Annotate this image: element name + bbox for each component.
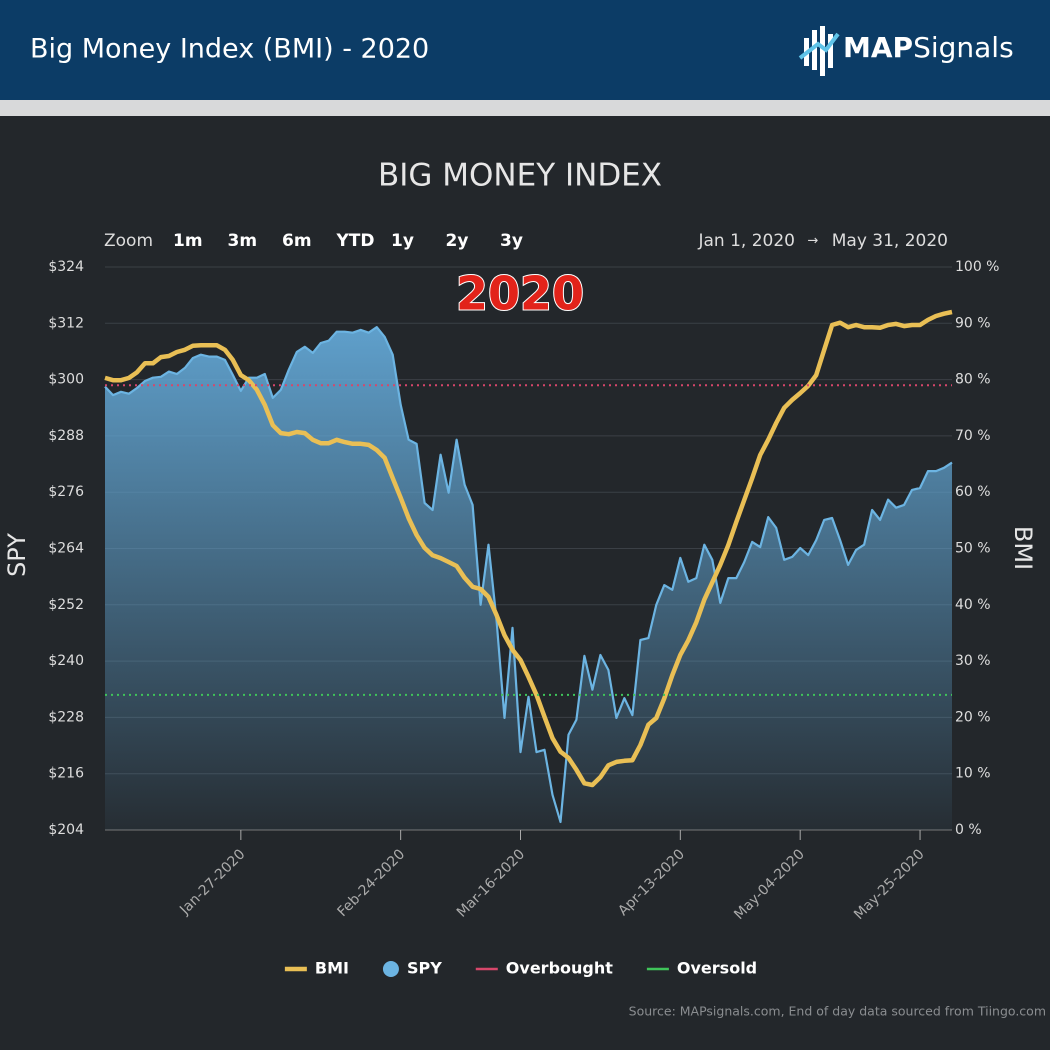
y-tick-label: $204 [48, 822, 84, 838]
range-arrow: → [808, 234, 819, 249]
y2-tick-label: 80 % [955, 372, 991, 388]
y-tick-label: $276 [48, 484, 84, 500]
legend-label[interactable]: Oversold [677, 959, 757, 978]
annotation: 2020 [456, 267, 584, 321]
y-tick-label: $252 [48, 597, 84, 613]
legend-symbol [382, 961, 399, 977]
y-tick-label: $288 [48, 428, 84, 444]
zoom-button[interactable]: 3m [228, 231, 258, 251]
y-tick-label: $228 [48, 709, 84, 725]
y-tick-label: $300 [48, 372, 84, 388]
series-line [104, 326, 953, 824]
legend: BMI SPY Overbought Oversold [284, 959, 757, 978]
series-area [105, 327, 952, 830]
zoom-button[interactable]: 1m [173, 231, 203, 251]
zoom-button[interactable]: 1y [391, 231, 414, 251]
logo-text: MAPSignals [843, 31, 1014, 64]
y-tick-label: $216 [48, 766, 84, 782]
zoom-button[interactable]: 2y [446, 231, 469, 251]
logo-regular: Signals [913, 31, 1014, 64]
y2-tick-label: 50 % [955, 541, 991, 557]
legend-label[interactable]: BMI [315, 959, 349, 978]
y2-tick-label: 20 % [955, 709, 991, 725]
page-title: Big Money Index (BMI) - 2020 [30, 34, 429, 65]
zoom-button[interactable]: 3y [500, 231, 523, 251]
legend-label[interactable]: Overbought [506, 959, 613, 978]
legend-label[interactable]: SPY [407, 959, 442, 978]
range-from: Jan 1, 2020 [698, 231, 796, 251]
y-axis-label: SPY [3, 533, 31, 577]
y-tick-label: $324 [48, 259, 84, 275]
y2-tick-label: 10 % [955, 766, 991, 782]
y-tick-label: $264 [48, 541, 84, 557]
y2-tick-label: 90 % [955, 315, 991, 331]
y2-axis-label: BMI [1009, 526, 1037, 570]
logo-bold: MAP [843, 31, 913, 64]
zoom-button[interactable]: 6m [282, 231, 312, 251]
source-note: Source: MAPsignals.com, End of day data … [629, 1004, 1046, 1019]
y2-tick-label: 100 % [955, 259, 999, 275]
zoom-label: Zoom [104, 231, 153, 251]
y2-tick-label: 60 % [955, 484, 991, 500]
series-line [104, 309, 953, 788]
range-to: May 31, 2020 [832, 231, 948, 251]
chart-title: BIG MONEY INDEX [378, 158, 662, 194]
y2-tick-label: 40 % [955, 597, 991, 613]
y-tick-label: $312 [48, 315, 84, 331]
logo-icon [798, 26, 840, 76]
header-strip [0, 100, 1050, 116]
y2-tick-label: 0 % [955, 822, 982, 838]
y2-tick-label: 30 % [955, 653, 991, 669]
zoom-button[interactable]: YTD [336, 231, 375, 251]
y-tick-label: $240 [48, 653, 84, 669]
header-bar [0, 0, 1050, 100]
y2-tick-label: 70 % [955, 428, 991, 444]
